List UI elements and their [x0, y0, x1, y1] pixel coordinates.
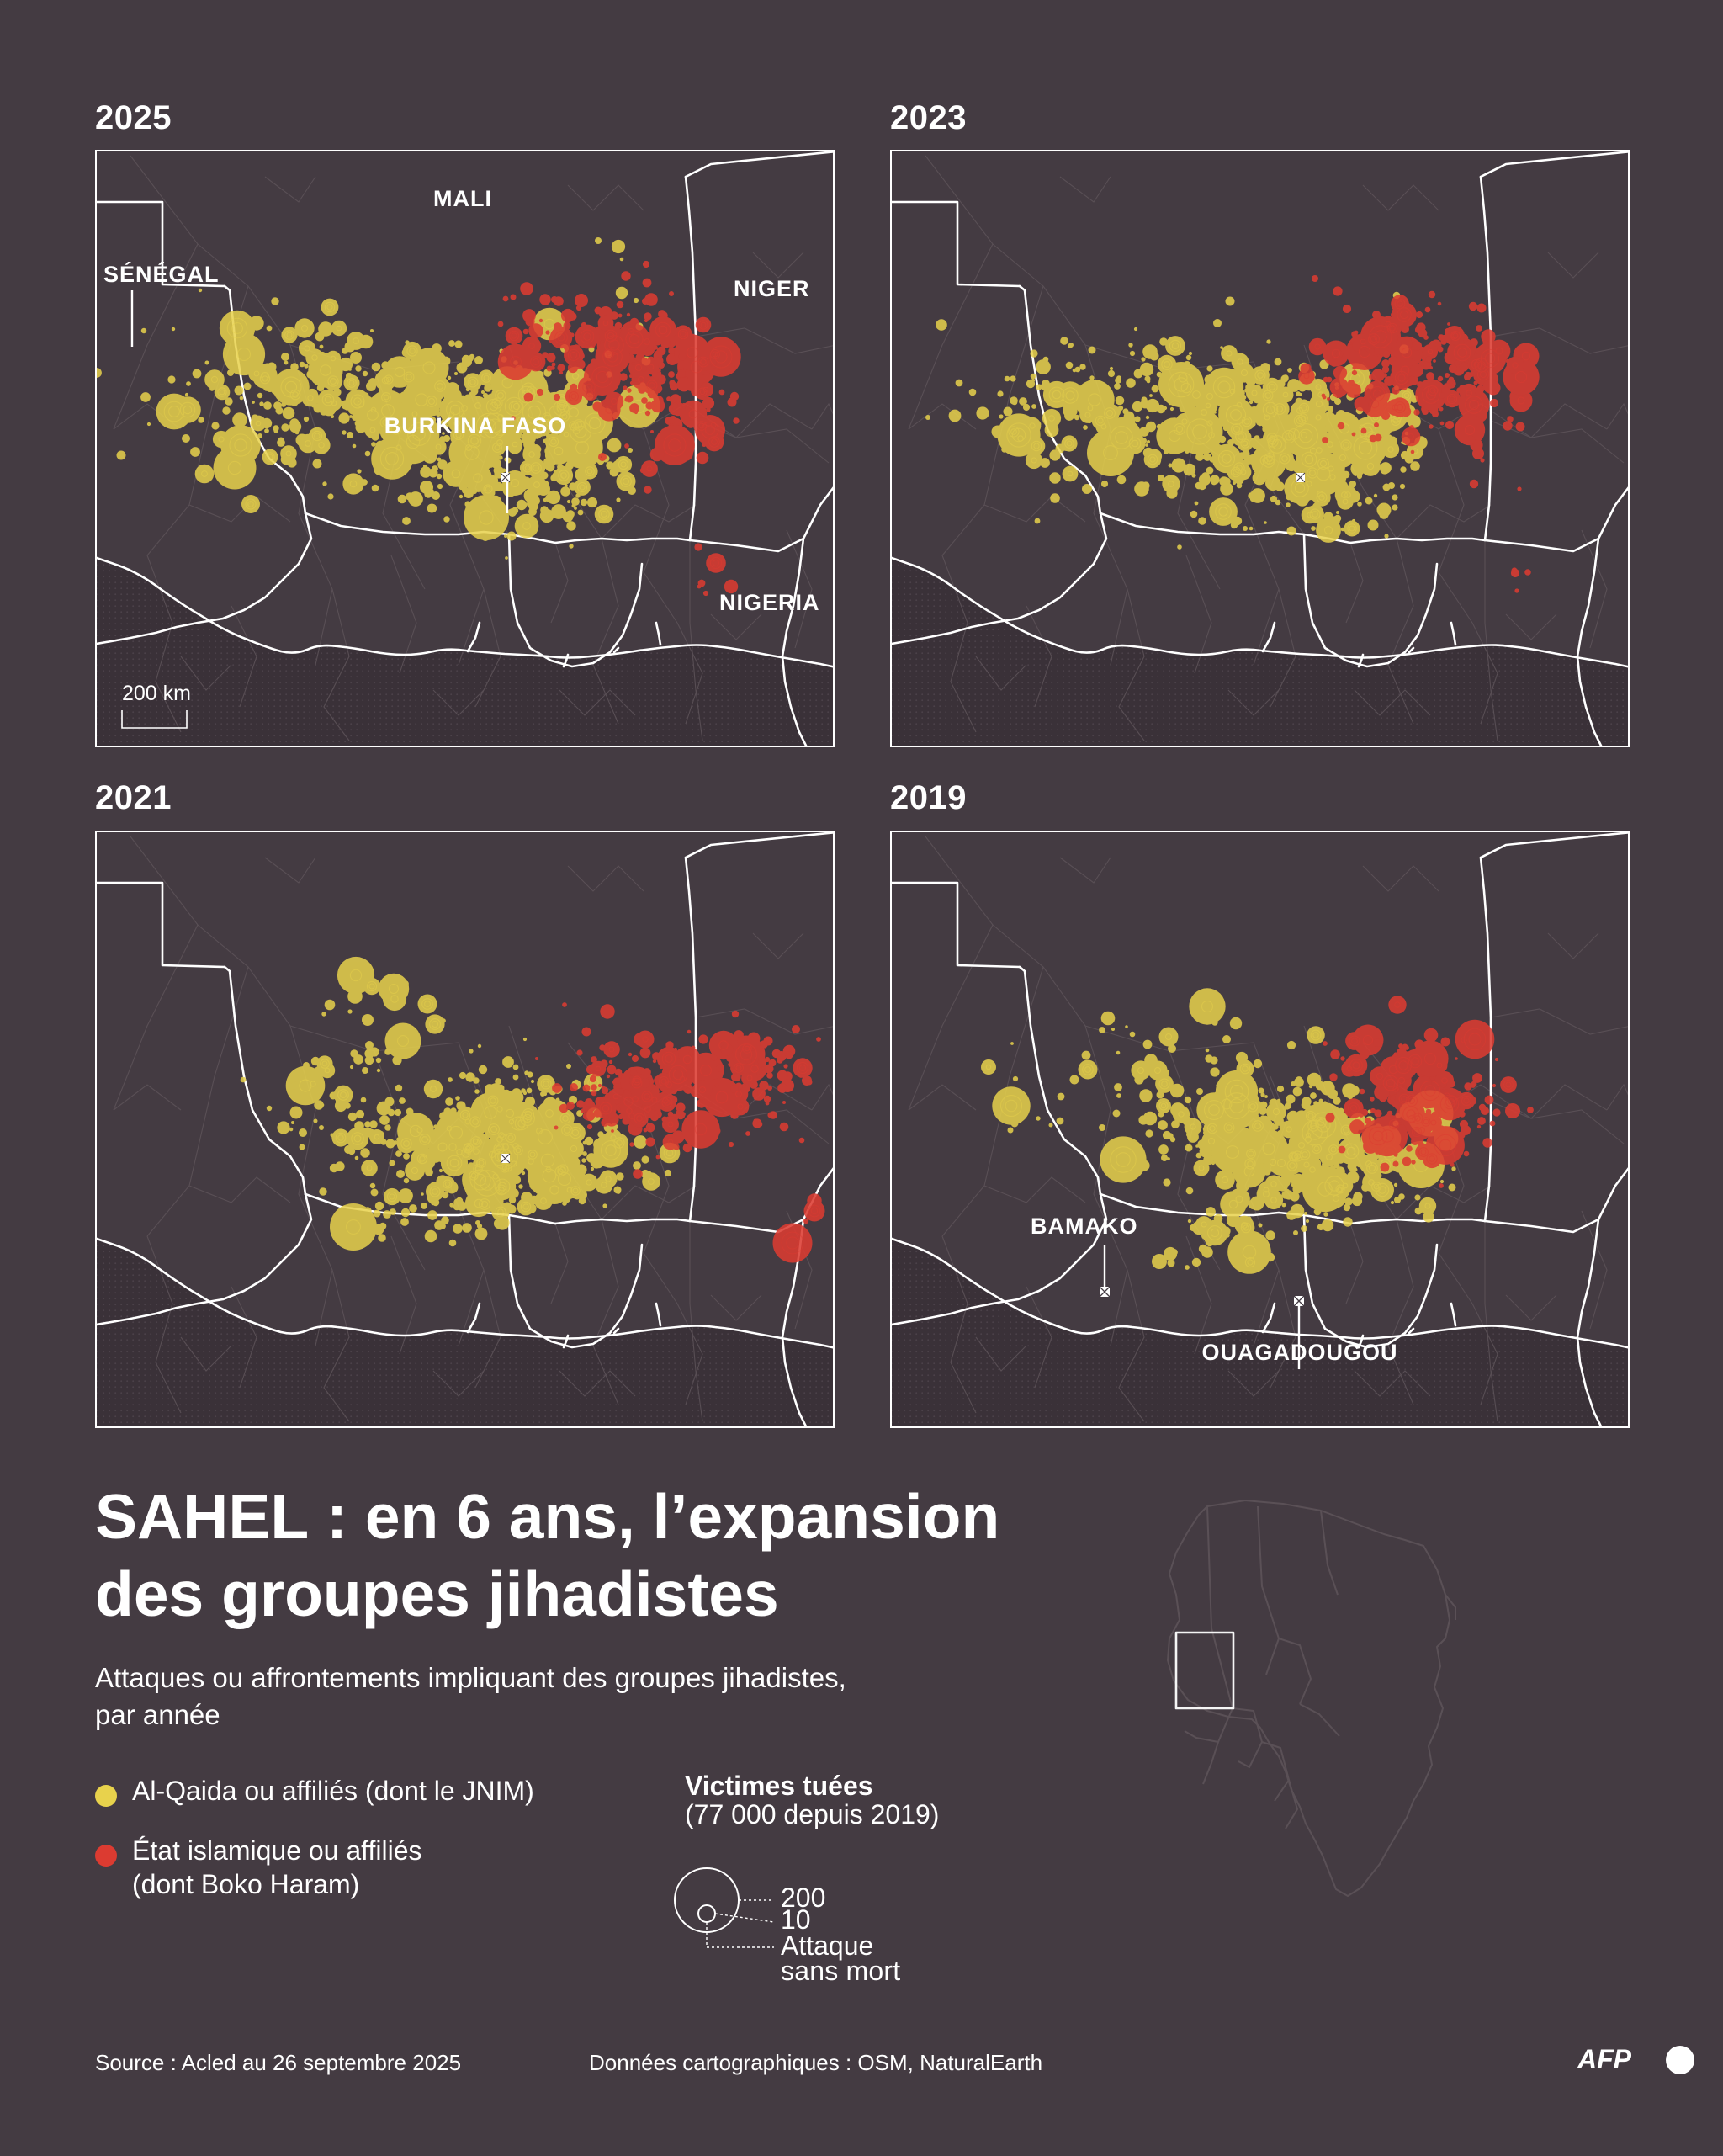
svg-text:BURKINA FASO: BURKINA FASO: [384, 413, 567, 438]
svg-text:NIGERIA: NIGERIA: [719, 590, 820, 615]
svg-text:SÉNÉGAL: SÉNÉGAL: [103, 261, 220, 287]
svg-text:AFP: AFP: [1577, 2044, 1632, 2074]
svg-text:NIGER: NIGER: [734, 276, 810, 301]
svg-text:MALI: MALI: [433, 186, 492, 211]
svg-text:sans mort: sans mort: [781, 1956, 900, 1986]
svg-text:BAMAKO: BAMAKO: [1031, 1213, 1138, 1239]
svg-text:200 km: 200 km: [122, 682, 191, 705]
